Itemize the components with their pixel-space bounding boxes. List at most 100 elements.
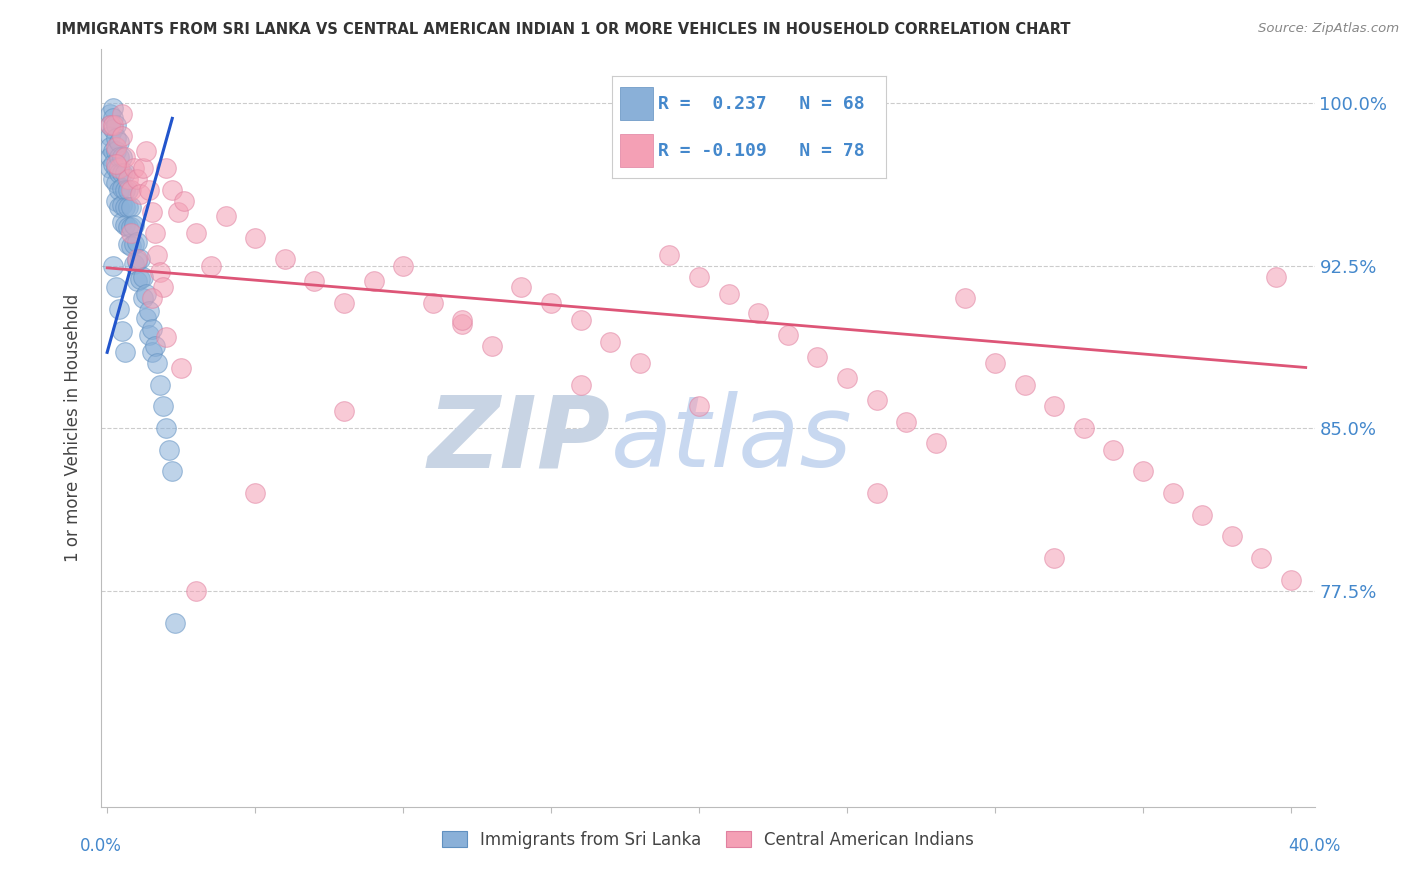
Text: atlas: atlas [610, 391, 852, 488]
Point [1250, 551, 1272, 566]
Point [111, 215, 134, 229]
Point [925, 436, 948, 450]
Point [98, 139, 121, 153]
Point [955, 291, 977, 305]
Point [128, 187, 150, 202]
Point [108, 165, 131, 179]
Point [333, 295, 356, 310]
Text: 40.0%: 40.0% [1288, 837, 1341, 855]
Y-axis label: 1 or more Vehicles in Household: 1 or more Vehicles in Household [65, 294, 83, 562]
Point [135, 310, 157, 325]
FancyBboxPatch shape [620, 135, 652, 167]
Point [117, 237, 139, 252]
Point [1014, 377, 1036, 392]
Point [114, 200, 136, 214]
Point [167, 204, 190, 219]
Point [111, 198, 134, 212]
Point [1073, 421, 1095, 435]
Point [200, 259, 222, 273]
Point [131, 269, 153, 284]
Point [128, 271, 150, 285]
Point [157, 442, 180, 457]
Point [98, 107, 121, 121]
Point [274, 252, 297, 267]
Point [569, 377, 592, 392]
Point [481, 339, 503, 353]
Point [111, 150, 134, 164]
Point [108, 183, 131, 197]
Point [165, 616, 187, 631]
Point [688, 400, 710, 414]
Point [125, 235, 148, 249]
Point [569, 313, 592, 327]
Point [1191, 508, 1213, 522]
Point [658, 248, 681, 262]
Point [155, 421, 177, 435]
Point [131, 161, 153, 176]
Point [117, 200, 139, 214]
Point [120, 183, 142, 197]
Point [105, 161, 128, 176]
Point [1279, 573, 1302, 587]
Point [865, 392, 887, 407]
Point [98, 128, 121, 143]
Point [114, 165, 136, 179]
Point [333, 404, 356, 418]
Point [806, 350, 828, 364]
Point [111, 165, 134, 179]
Point [114, 218, 136, 232]
Point [101, 172, 124, 186]
Point [125, 254, 148, 268]
Point [101, 144, 124, 158]
Point [105, 177, 128, 191]
Point [117, 219, 139, 234]
Point [131, 291, 153, 305]
Point [214, 209, 236, 223]
Point [152, 280, 174, 294]
Point [122, 161, 145, 176]
Point [540, 295, 562, 310]
Point [111, 107, 134, 121]
Point [835, 371, 858, 385]
Point [141, 204, 163, 219]
Point [776, 328, 799, 343]
Text: Source: ZipAtlas.com: Source: ZipAtlas.com [1258, 22, 1399, 36]
Point [105, 157, 128, 171]
Point [149, 377, 172, 392]
Text: ZIP: ZIP [427, 391, 610, 488]
Point [105, 194, 128, 208]
Point [152, 400, 174, 414]
Point [243, 230, 266, 244]
FancyBboxPatch shape [620, 87, 652, 120]
Point [138, 328, 160, 343]
Point [451, 313, 474, 327]
Point [108, 135, 131, 149]
Point [1043, 551, 1066, 566]
Point [98, 118, 121, 132]
Point [138, 183, 160, 197]
Point [510, 280, 533, 294]
Point [135, 286, 157, 301]
Point [105, 118, 128, 132]
Point [243, 486, 266, 500]
Point [114, 183, 136, 197]
Point [111, 128, 134, 143]
Point [120, 200, 142, 214]
Point [155, 330, 177, 344]
Point [1132, 465, 1154, 479]
Text: R = -0.109   N = 78: R = -0.109 N = 78 [658, 142, 865, 160]
Point [149, 265, 172, 279]
Point [135, 144, 157, 158]
Point [170, 360, 193, 375]
Point [162, 465, 184, 479]
Point [141, 345, 163, 359]
Point [105, 139, 128, 153]
Point [108, 200, 131, 214]
Point [105, 131, 128, 145]
Point [101, 112, 124, 126]
Point [865, 486, 887, 500]
Point [105, 280, 128, 294]
Point [155, 161, 177, 176]
Point [101, 118, 124, 132]
Point [111, 324, 134, 338]
